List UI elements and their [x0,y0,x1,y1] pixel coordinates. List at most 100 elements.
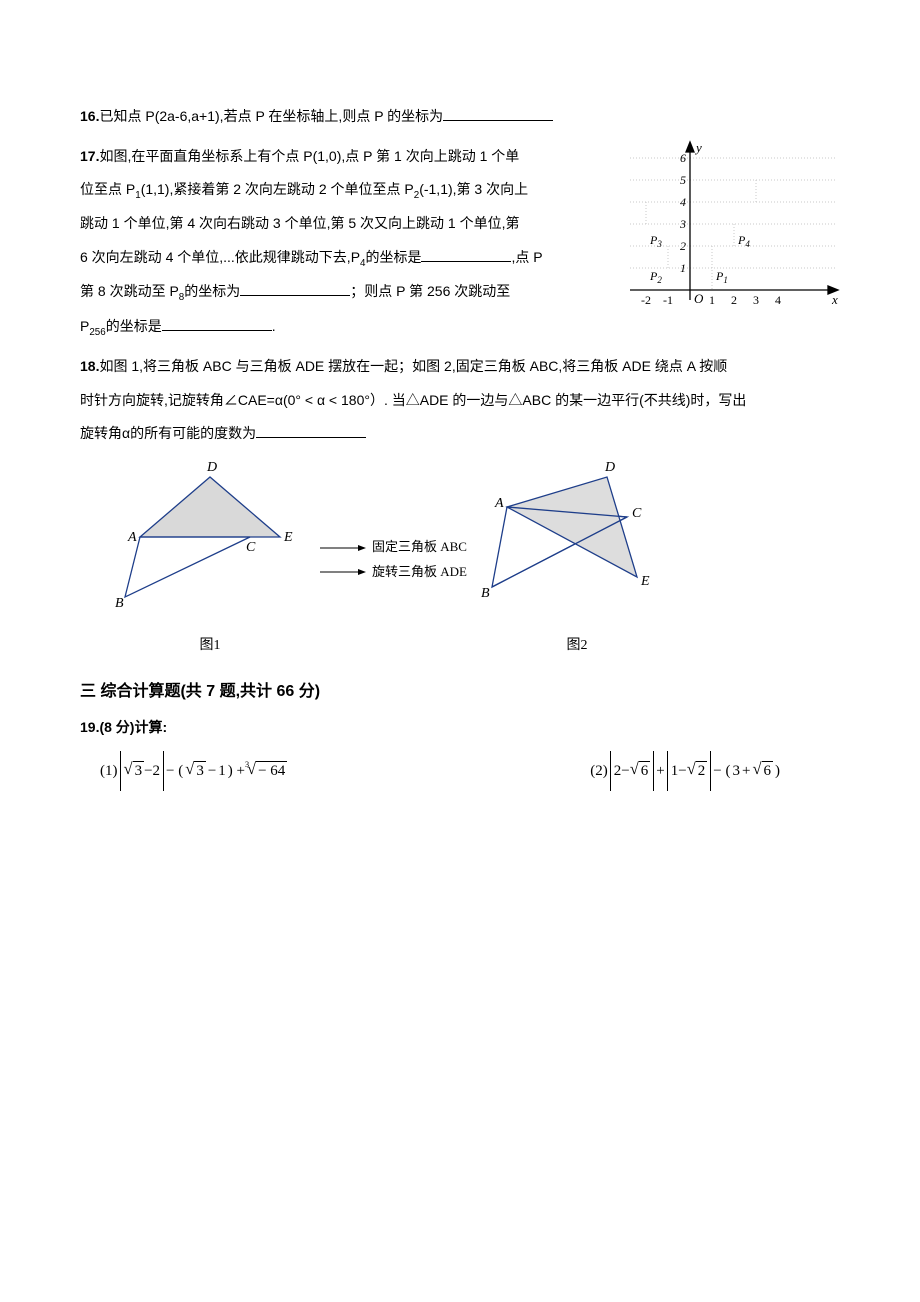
q17-l6c: . [272,318,276,334]
f1-D: D [206,460,217,475]
fig1-caption: 图1 [110,629,310,663]
q19-part2: (2) 2− √6 + 1− √2 − (3+ √6 ) [590,753,780,789]
sqrt6-body2: 6 [762,761,774,780]
f2-C: C [632,506,642,521]
sqrt3-1: √3 [124,761,145,780]
f2-A: A [494,496,504,511]
fig1-ade [140,477,280,537]
q17-line1: 17.如图,在平面直角坐标系上有个点 P(1,0),点 P 第 1 次向上跳动 … [80,140,608,174]
mid2-text: 旋转三角板 ADE [372,560,467,585]
question-19: 19.(8 分)计算: (1) √3 −2 − ( √3 −1) + 3√− 6… [80,711,840,789]
f1-E: E [283,530,293,545]
sqrt6-body: 6 [639,761,651,780]
q18-line1: 18.如图 1,将三角板 ABC 与三角板 ADE 摆放在一起；如图 2,固定三… [80,350,840,384]
yt-1: 2 [680,239,686,253]
q17-blank2 [240,280,350,297]
y-axis-label: y [694,140,702,155]
origin-label: O [694,291,704,306]
q17-blank1 [421,245,511,262]
yt-0: 1 [680,261,686,275]
f2-B: B [481,586,490,601]
q17-line5: 第 8 次跳动至 P8的坐标为；则点 P 第 256 次跳动至 [80,275,608,309]
q19-equations: (1) √3 −2 − ( √3 −1) + 3√− 64 (2) 2− √6 … [100,753,840,789]
yt-3: 4 [680,195,686,209]
sqrt3-2: √3 [185,761,206,780]
q17-blank3 [162,314,272,331]
p1-sub: 1 [723,275,728,285]
q18-ta: 如图 1,将三角板 ABC 与三角板 ADE 摆放在一起；如图 2,固定三角板 … [99,358,727,374]
fig2-svg: A B C D E [477,457,677,617]
q17-l4b: 的坐标是 [365,249,421,265]
f1-A: A [127,530,137,545]
mid-row2: 旋转三角板 ADE [320,560,467,585]
xt-0: -2 [641,293,651,307]
q17-l6b: 的坐标是 [106,318,162,334]
p2-sub: 2 [657,275,662,285]
p4-sub: 4 [745,239,750,249]
f1-C: C [246,540,256,555]
section-3-title: 三 综合计算题(共 7 题,共计 66 分) [80,673,840,711]
yt-2: 3 [679,217,686,231]
q17-l2b: (1,1),紧接着第 2 次向左跳动 2 个单位至点 P [141,181,414,197]
q18-tc: 旋转角α的所有可能的度数为 [80,425,256,441]
xt-5: 4 [775,293,781,307]
q17-line6: P256的坐标是. [80,310,608,344]
q17-text: 17.如图,在平面直角坐标系上有个点 P(1,0),点 P 第 1 次向上跳动 … [80,140,608,344]
sqrt2-body: 2 [696,761,708,780]
svg-text:P4: P4 [737,233,750,249]
q18-line3: 旋转角α的所有可能的度数为 [80,417,840,451]
p2-one: 1 [671,753,679,789]
neg64-body: − 64 [256,761,287,780]
yt-5: 6 [680,151,686,165]
p2-two: 2 [614,753,622,789]
sqrt3-body: 3 [133,761,145,780]
p3-sub: 3 [656,239,662,249]
fig1-svg: A B C D E [110,457,310,617]
f2-D: D [604,460,615,475]
yt-4: 5 [680,173,686,187]
q17-line2: 位至点 P1(1,1),紧接着第 2 次向左跳动 2 个单位至点 P2(-1,1… [80,173,608,207]
q16-number: 16. [80,108,99,124]
f2-E: E [640,574,650,589]
q18-number: 18. [80,358,99,374]
q18-line2: 时针方向旋转,记旋转角∠CAE=α(0° < α < 180°）. 当△ADE … [80,384,840,418]
q18-figures: A B C D E 图1 固定三角板 ABC 旋转三角板 ADE [110,457,840,663]
svg-text:P1: P1 [715,269,728,285]
q17-l5c: ；则点 P 第 256 次跳动至 [350,283,510,299]
q19-number: 19.(8 分)计算: [80,711,840,745]
q19-part1: (1) √3 −2 − ( √3 −1) + 3√− 64 [100,753,287,789]
svg-text:P3: P3 [649,233,662,249]
q16-blank [443,104,553,121]
xt-1: -1 [663,293,673,307]
svg-text:P2: P2 [649,269,662,285]
xt-3: 2 [731,293,737,307]
fig2-caption: 图2 [477,629,677,663]
q17-line3: 跳动 1 个单位,第 4 次向右跳动 3 个单位,第 5 次又向上跳动 1 个单… [80,207,608,241]
q19-p2-label: (2) [590,753,608,789]
mid-row1: 固定三角板 ABC [320,535,467,560]
p2-three: 3 [732,753,740,789]
xt-2: 1 [709,293,715,307]
ytick-labels: 1 2 3 4 5 6 [679,151,686,275]
sqrt2: √2 [687,761,708,780]
arrow-icon-2 [320,567,366,577]
fig-mid: 固定三角板 ABC 旋转三角板 ADE [320,535,467,584]
arrow-icon [320,543,366,553]
f1-B: B [115,596,124,611]
x-axis-label: x [831,292,838,307]
abs-2: 2− √6 [610,753,655,789]
q17-line4: 6 次向左跳动 4 个单位,...依此规律跳动下去,P4的坐标是,点 P [80,241,608,275]
question-16: 16.已知点 P(2a-6,a+1),若点 P 在坐标轴上,则点 P 的坐标为 [80,100,840,134]
sqrt3-body2: 3 [194,761,206,780]
q17-l5a: 第 8 次跳动至 P [80,283,179,299]
q17-l6a: P [80,318,89,334]
point-labels: P1 P2 P3 P4 [649,233,750,285]
q16-text: 已知点 P(2a-6,a+1),若点 P 在坐标轴上,则点 P 的坐标为 [99,108,443,124]
q17-l2c: (-1,1),第 3 次向上 [419,181,528,197]
q17-l4c: ,点 P [511,249,542,265]
grid [630,158,835,290]
p1-one: 1 [218,753,226,789]
q17-l5b: 的坐标为 [184,283,240,299]
question-18: 18.如图 1,将三角板 ABC 与三角板 ADE 摆放在一起；如图 2,固定三… [80,350,840,663]
q17-l1: 如图,在平面直角坐标系上有个点 P(1,0),点 P 第 1 次向上跳动 1 个… [99,148,519,164]
